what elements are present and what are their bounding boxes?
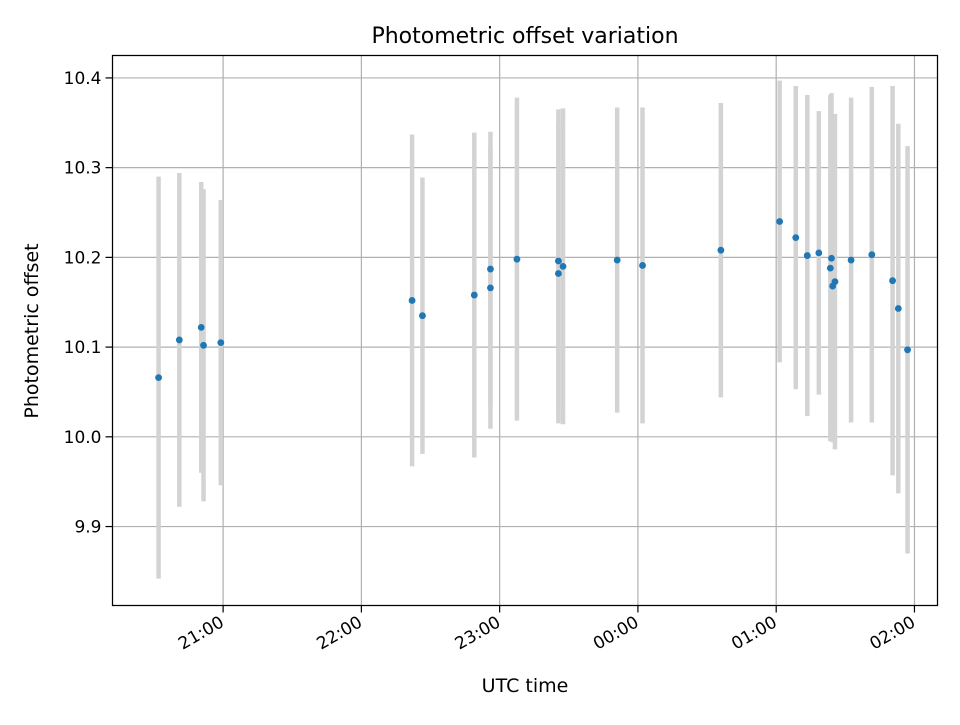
data-point — [828, 254, 835, 262]
y-tick-label: 10.0 — [64, 428, 102, 448]
y-tick-label: 10.3 — [64, 159, 102, 179]
data-point — [776, 218, 784, 225]
data-point — [717, 246, 725, 254]
data-point — [513, 255, 521, 263]
data-point — [894, 305, 902, 312]
x-axis-label: UTC time — [482, 675, 569, 697]
data-point — [217, 339, 225, 347]
data-point — [815, 249, 823, 257]
data-point — [200, 341, 207, 349]
data-point — [487, 284, 494, 292]
data-point — [868, 251, 876, 259]
data-point — [419, 312, 426, 320]
chart-title: Photometric offset variation — [371, 24, 678, 49]
y-tick-label: 10.1 — [64, 338, 102, 358]
y-tick-label: 10.4 — [64, 69, 102, 89]
data-point — [175, 336, 183, 344]
plot-frame — [111, 54, 939, 607]
data-point — [847, 256, 855, 264]
data-point — [831, 278, 839, 286]
data-point — [197, 323, 205, 331]
data-point — [613, 256, 621, 264]
data-point — [792, 234, 800, 242]
data-points — [155, 218, 911, 382]
data-point — [803, 252, 811, 259]
data-point — [408, 297, 416, 304]
data-point — [559, 262, 567, 270]
y-tick-label: 10.2 — [64, 248, 102, 268]
data-point — [639, 262, 646, 269]
axis-ticks: 21:00 22:00 23:00 00:00 01:00 02:009.910.010.… — [64, 69, 919, 654]
y-tick-label: 9.9 — [74, 518, 101, 538]
data-point — [904, 346, 911, 354]
y-axis-label: Photometric offset — [21, 243, 43, 418]
data-point — [155, 374, 162, 382]
data-point — [470, 291, 478, 299]
data-point — [555, 257, 562, 265]
data-point — [889, 277, 896, 285]
grid — [112, 55, 938, 606]
data-point — [555, 270, 562, 277]
data-point — [826, 264, 834, 272]
data-point — [487, 265, 494, 273]
